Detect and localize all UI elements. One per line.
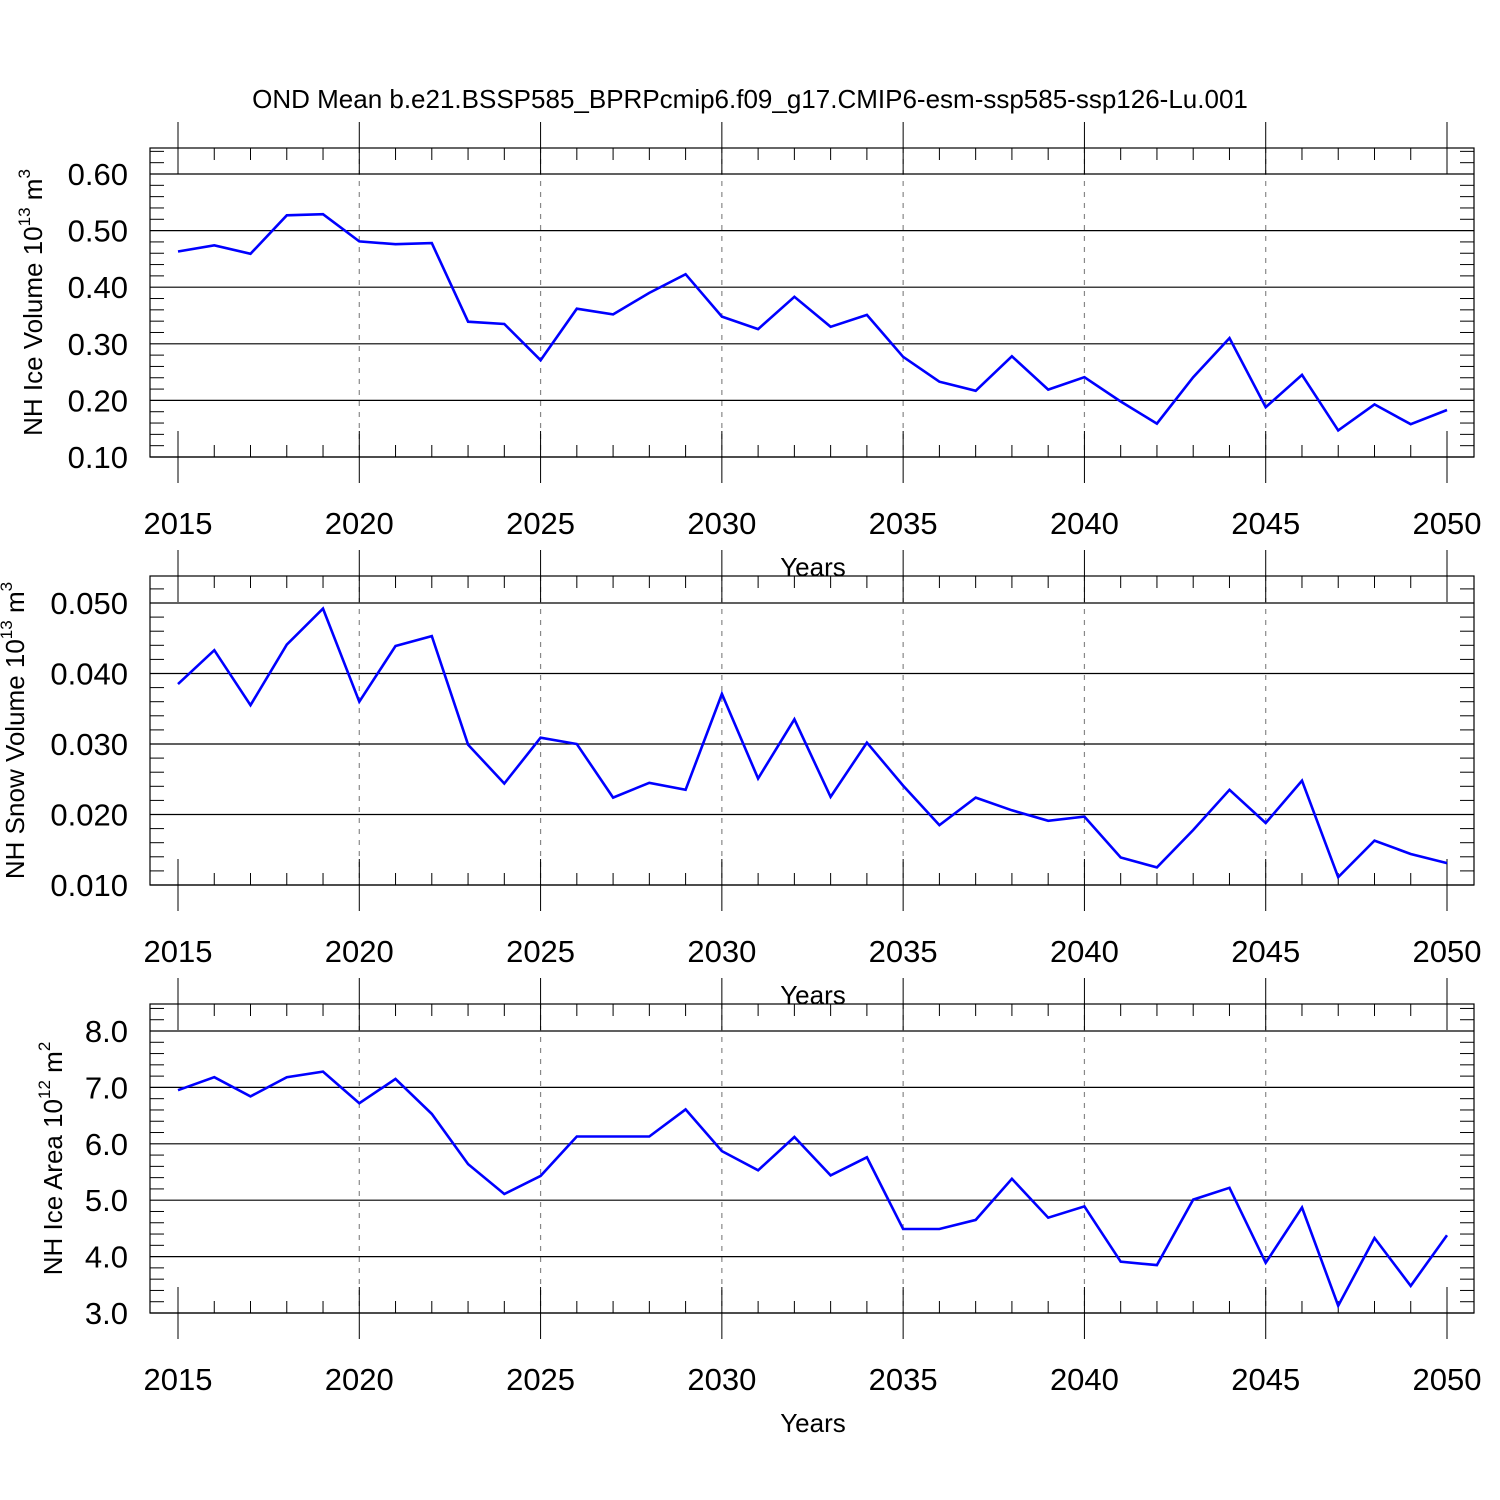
y-axis-label: NH Ice Volume 1013 m3 bbox=[15, 169, 48, 436]
y-tick-label: 6.0 bbox=[85, 1127, 128, 1162]
x-tick-label: 2050 bbox=[1413, 1362, 1482, 1397]
chart-panel-1: 0.10 0.20 0.30 0.40 0.50 0.60 2015 2020 2025 2030… bbox=[15, 122, 1481, 582]
y-tick-label: 4.0 bbox=[85, 1240, 128, 1275]
y-axis-label-unit: m bbox=[18, 179, 48, 208]
x-tick-label: 2045 bbox=[1231, 506, 1300, 541]
y-tick-label: 0.10 bbox=[68, 440, 128, 475]
x-axis-label: Years bbox=[780, 552, 846, 582]
x-tick-label: 2015 bbox=[144, 934, 213, 969]
x-tick-label: 2020 bbox=[325, 506, 394, 541]
x-tick-label: 2040 bbox=[1050, 1362, 1119, 1397]
y-tick-label: 7.0 bbox=[85, 1070, 128, 1105]
y-axis-label-unit-exponent: 3 bbox=[0, 582, 16, 591]
y-tick-label: 0.20 bbox=[68, 383, 128, 418]
y-tick-label: 0.40 bbox=[68, 270, 128, 305]
x-tick-label: 2020 bbox=[325, 1362, 394, 1397]
y-tick-label: 0.040 bbox=[50, 657, 128, 692]
x-tick-label: 2050 bbox=[1413, 506, 1482, 541]
y-tick-label: 0.030 bbox=[50, 727, 128, 762]
x-tick-label: 2020 bbox=[325, 934, 394, 969]
y-tick-label: 5.0 bbox=[85, 1183, 128, 1218]
y-axis-label-exponent: 12 bbox=[35, 1080, 54, 1099]
x-tick-label: 2050 bbox=[1413, 934, 1482, 969]
y-tick-label: 0.30 bbox=[68, 327, 128, 362]
plot-frame bbox=[149, 1003, 1475, 1314]
x-tick-label: 2045 bbox=[1231, 934, 1300, 969]
x-tick-label: 2030 bbox=[687, 934, 756, 969]
figure-title: OND Mean b.e21.BSSP585_BPRPcmip6.f09_g17… bbox=[252, 84, 1248, 114]
x-tick-label: 2015 bbox=[144, 506, 213, 541]
chart-panel-3: 3.0 4.0 5.0 6.0 7.0 8.0 2015 2020 2025 2030 2035 20… bbox=[35, 978, 1481, 1438]
x-tick-label: 2025 bbox=[506, 506, 575, 541]
y-axis-label-exponent: 13 bbox=[0, 620, 16, 639]
y-tick-label: 0.60 bbox=[68, 157, 128, 192]
y-tick-label: 3.0 bbox=[85, 1296, 128, 1331]
x-tick-label: 2040 bbox=[1050, 934, 1119, 969]
x-tick-label: 2040 bbox=[1050, 506, 1119, 541]
x-axis-label: Years bbox=[780, 980, 846, 1010]
y-axis-label-unit: m bbox=[38, 1051, 68, 1080]
x-tick-label: 2030 bbox=[687, 506, 756, 541]
x-axis-label: Years bbox=[780, 1408, 846, 1438]
plot-frame bbox=[149, 147, 1475, 458]
y-axis-label-text: NH Ice Volume 10 bbox=[18, 226, 48, 436]
x-tick-label: 2015 bbox=[144, 1362, 213, 1397]
y-axis-label-exponent: 13 bbox=[15, 207, 34, 226]
y-tick-label: 0.020 bbox=[50, 798, 128, 833]
x-tick-label: 2025 bbox=[506, 934, 575, 969]
x-tick-label: 2035 bbox=[869, 506, 938, 541]
y-axis-label: NH Snow Volume 1013 m3 bbox=[0, 582, 30, 879]
y-tick-label: 0.50 bbox=[68, 214, 128, 249]
x-tick-label: 2035 bbox=[869, 934, 938, 969]
x-tick-label: 2045 bbox=[1231, 1362, 1300, 1397]
x-tick-label: 2025 bbox=[506, 1362, 575, 1397]
y-axis-label-unit-exponent: 3 bbox=[15, 169, 34, 178]
y-axis-label: NH Ice Area 1012 m2 bbox=[35, 1042, 68, 1276]
plot-frame bbox=[149, 575, 1475, 886]
x-tick-label: 2030 bbox=[687, 1362, 756, 1397]
series-line bbox=[177, 606, 1448, 880]
y-tick-label: 0.010 bbox=[50, 868, 128, 903]
y-tick-label: 8.0 bbox=[85, 1014, 128, 1049]
y-axis-label-unit: m bbox=[0, 591, 30, 620]
series-line bbox=[177, 1070, 1449, 1309]
x-tick-label: 2035 bbox=[869, 1362, 938, 1397]
y-axis-label-text: NH Ice Area 10 bbox=[38, 1099, 68, 1275]
y-axis-label-unit-exponent: 2 bbox=[35, 1042, 54, 1051]
y-tick-label: 0.050 bbox=[50, 586, 128, 621]
y-axis-label-text: NH Snow Volume 10 bbox=[0, 639, 30, 879]
chart-panel-2: 0.010 0.020 0.030 0.040 0.050 2015 2020 2025 203… bbox=[0, 550, 1481, 1010]
series-line bbox=[177, 212, 1448, 433]
